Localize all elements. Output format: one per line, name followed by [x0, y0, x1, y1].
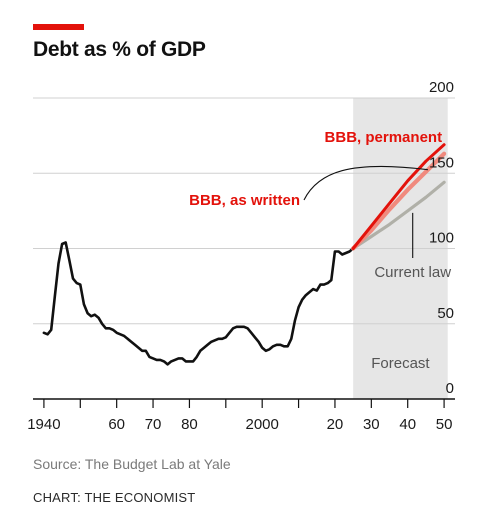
label-forecast: Forecast: [371, 355, 430, 372]
label-bbb-permanent: BBB, permanent: [325, 129, 443, 146]
x-tick-label-2030: 30: [363, 416, 380, 433]
series-lines: [42, 143, 447, 366]
x-tick-label-1940: 1940: [27, 416, 60, 433]
y-tick-label-0: 0: [446, 380, 454, 397]
y-tick-label-150: 150: [429, 154, 454, 171]
y-tick-label-200: 200: [429, 79, 454, 96]
source-note: Source: The Budget Lab at Yale: [33, 456, 231, 472]
bbb-as-written-line: [351, 151, 447, 251]
y-tick-label-50: 50: [437, 305, 454, 322]
label-current-law: Current law: [374, 264, 451, 281]
debt-chart: 0 50 100 150 200 1940 60 70 80 2000 20 30 40 50 BBB,…: [27, 79, 455, 433]
chart-title: Debt as % of GDP: [33, 38, 206, 61]
brand-accent-bar: [33, 24, 84, 30]
x-tick-label-1980: 80: [181, 416, 198, 433]
chart-credit: CHART: THE ECONOMIST: [33, 490, 196, 505]
x-tick-label-1970: 70: [145, 416, 162, 433]
x-tick-label-2050: 50: [436, 416, 453, 433]
label-bbb-as-written: BBB, as written: [189, 192, 300, 209]
x-tick-label-2020: 20: [327, 416, 344, 433]
x-tick-label-1960: 60: [108, 416, 125, 433]
current-law-line: [351, 180, 446, 251]
y-tick-label-100: 100: [429, 230, 454, 247]
historical-line: [42, 241, 355, 366]
y-tick-labels: 0 50 100 150 200: [429, 79, 454, 397]
x-axis: [33, 398, 455, 408]
annotations: BBB, permanent BBB, as written Current law…: [189, 129, 451, 372]
leader-bbb-as-written: [303, 165, 428, 201]
x-tick-label-2000: 2000: [246, 416, 279, 433]
bbb-permanent-line: [351, 143, 446, 250]
x-tick-label-2040: 40: [399, 416, 416, 433]
x-tick-labels: 1940 60 70 80 2000 20 30 40 50: [27, 416, 452, 433]
